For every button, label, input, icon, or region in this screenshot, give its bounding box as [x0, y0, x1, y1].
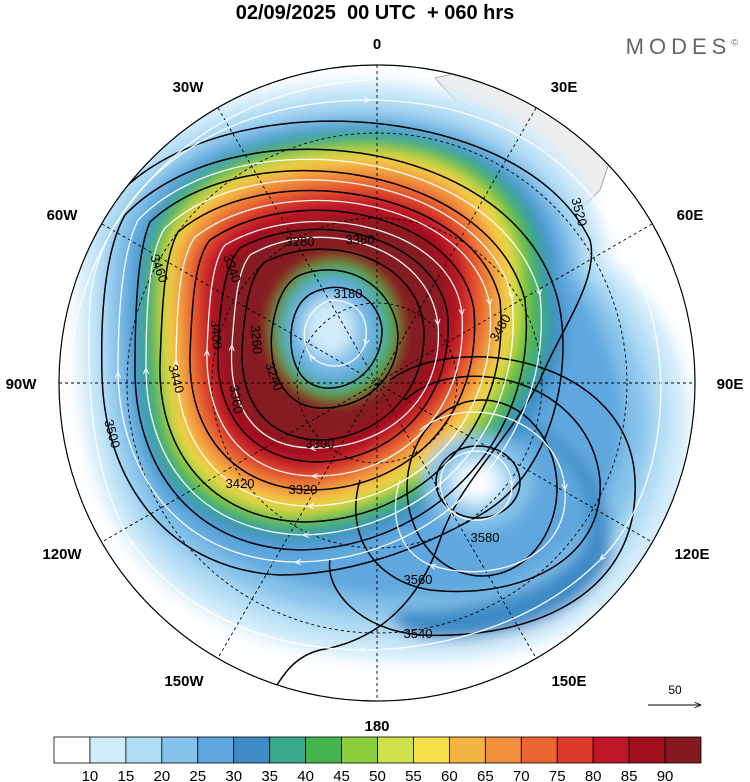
contour-label-3420: 3420: [226, 476, 255, 491]
colorbar-label: 85: [621, 768, 638, 782]
contour-label-3520: 3520: [568, 196, 590, 228]
contour-label-3320: 3320: [289, 482, 318, 497]
lon-label-30e: 30E: [551, 79, 578, 96]
brand-text: MODES: [625, 34, 732, 59]
map-disk: [59, 65, 695, 701]
colorbar-swatch: [53, 736, 91, 764]
lon-label-60e: 60E: [677, 207, 704, 224]
colorbar-label: 10: [82, 768, 99, 782]
lon-label-120w: 120W: [42, 546, 82, 563]
longitude-labels: 0 30E 60E 90E 120E 150E 180 150W 120W 90…: [6, 36, 744, 735]
contour-label-3540: 3540: [404, 626, 433, 641]
reference-vector: 50: [648, 683, 701, 705]
colorbar-swatch: [484, 736, 522, 764]
colorbar-swatch: [125, 736, 163, 764]
contour-label-3300: 3300: [306, 436, 335, 451]
colorbar-label: 55: [405, 768, 422, 782]
colorbar-label: 30: [225, 768, 242, 782]
colorbar: 10 15 20 25 30 35 40 45 50 55 60 65 70 75 80 85 90: [53, 736, 702, 782]
colorbar-label: 60: [441, 768, 458, 782]
lon-label-60w: 60W: [47, 207, 79, 224]
contour-label-3500: 3500: [101, 418, 123, 450]
title-lead: + 060 hrs: [426, 2, 515, 24]
map-border: [58, 64, 696, 702]
colorbar-swatch: [556, 736, 594, 764]
title-date: 02/09/2025: [235, 2, 336, 24]
colorbar-swatch: [305, 736, 342, 764]
colorbar-label: 45: [333, 768, 350, 782]
lon-label-120e: 120E: [674, 546, 709, 563]
streamlines: [69, 79, 662, 650]
contour-label-3400: 3400: [208, 320, 225, 350]
colorbar-swatch: [413, 736, 450, 764]
colorbar-swatch: [341, 736, 378, 764]
stream-9: [394, 411, 565, 573]
colorbar-label: 20: [153, 768, 170, 782]
stream-7: [88, 100, 662, 650]
stream-10: [69, 79, 371, 381]
contour-label-3260: 3260: [248, 325, 265, 355]
brand-logo: MODES©: [626, 34, 738, 60]
colorbar-swatch: [233, 736, 271, 764]
colorbar-label: 65: [477, 768, 494, 782]
title-time: 00 UTC: [346, 2, 416, 24]
contour-label-3380: 3380: [346, 232, 375, 247]
lon-label-150e: 150E: [551, 673, 586, 690]
reference-vector-label: 50: [668, 683, 682, 697]
lon-label-150w: 150W: [164, 673, 204, 690]
lon-label-90w: 90W: [6, 376, 38, 393]
colorbar-label: 25: [189, 768, 206, 782]
shade-low-pale: [306, 300, 354, 356]
colorbar-swatch: [664, 736, 702, 764]
colorbar-swatch: [628, 736, 666, 764]
lon-label-0: 0: [373, 36, 381, 53]
contour-label-3440: 3440: [165, 363, 187, 395]
colorbar-label: 40: [297, 768, 314, 782]
contour-label-3580: 3580: [471, 530, 500, 545]
contour-label-3560: 3560: [404, 572, 433, 587]
lon-label-30w: 30W: [173, 79, 205, 96]
contour-label-3180: 3180: [334, 286, 363, 301]
brand-mark: ©: [731, 37, 738, 48]
colorbar-label: 80: [585, 768, 602, 782]
colorbar-label: 50: [369, 768, 386, 782]
lon-label-180: 180: [364, 718, 389, 735]
colorbar-swatch: [592, 736, 630, 764]
colorbar-swatch: [269, 736, 307, 764]
colorbar-swatch: [377, 736, 414, 764]
colorbar-label: 90: [657, 768, 674, 782]
contour-label-3280: 3280: [286, 234, 315, 249]
colorbar-swatch: [520, 736, 558, 764]
colorbar-label: 35: [261, 768, 278, 782]
colorbar-swatch: [89, 736, 127, 764]
colorbar-label: 70: [513, 768, 530, 782]
colorbar-label: 15: [118, 768, 135, 782]
colorbar-label: 75: [549, 768, 566, 782]
colorbar-swatch: [448, 736, 486, 764]
lon-label-90e: 90E: [717, 376, 744, 393]
colorbar-swatch: [161, 736, 199, 764]
contour-label-3360: 3360: [227, 384, 247, 415]
chart-title: 02/09/2025 00 UTC + 060 hrs: [0, 2, 750, 25]
colorbar-swatch: [197, 736, 235, 764]
